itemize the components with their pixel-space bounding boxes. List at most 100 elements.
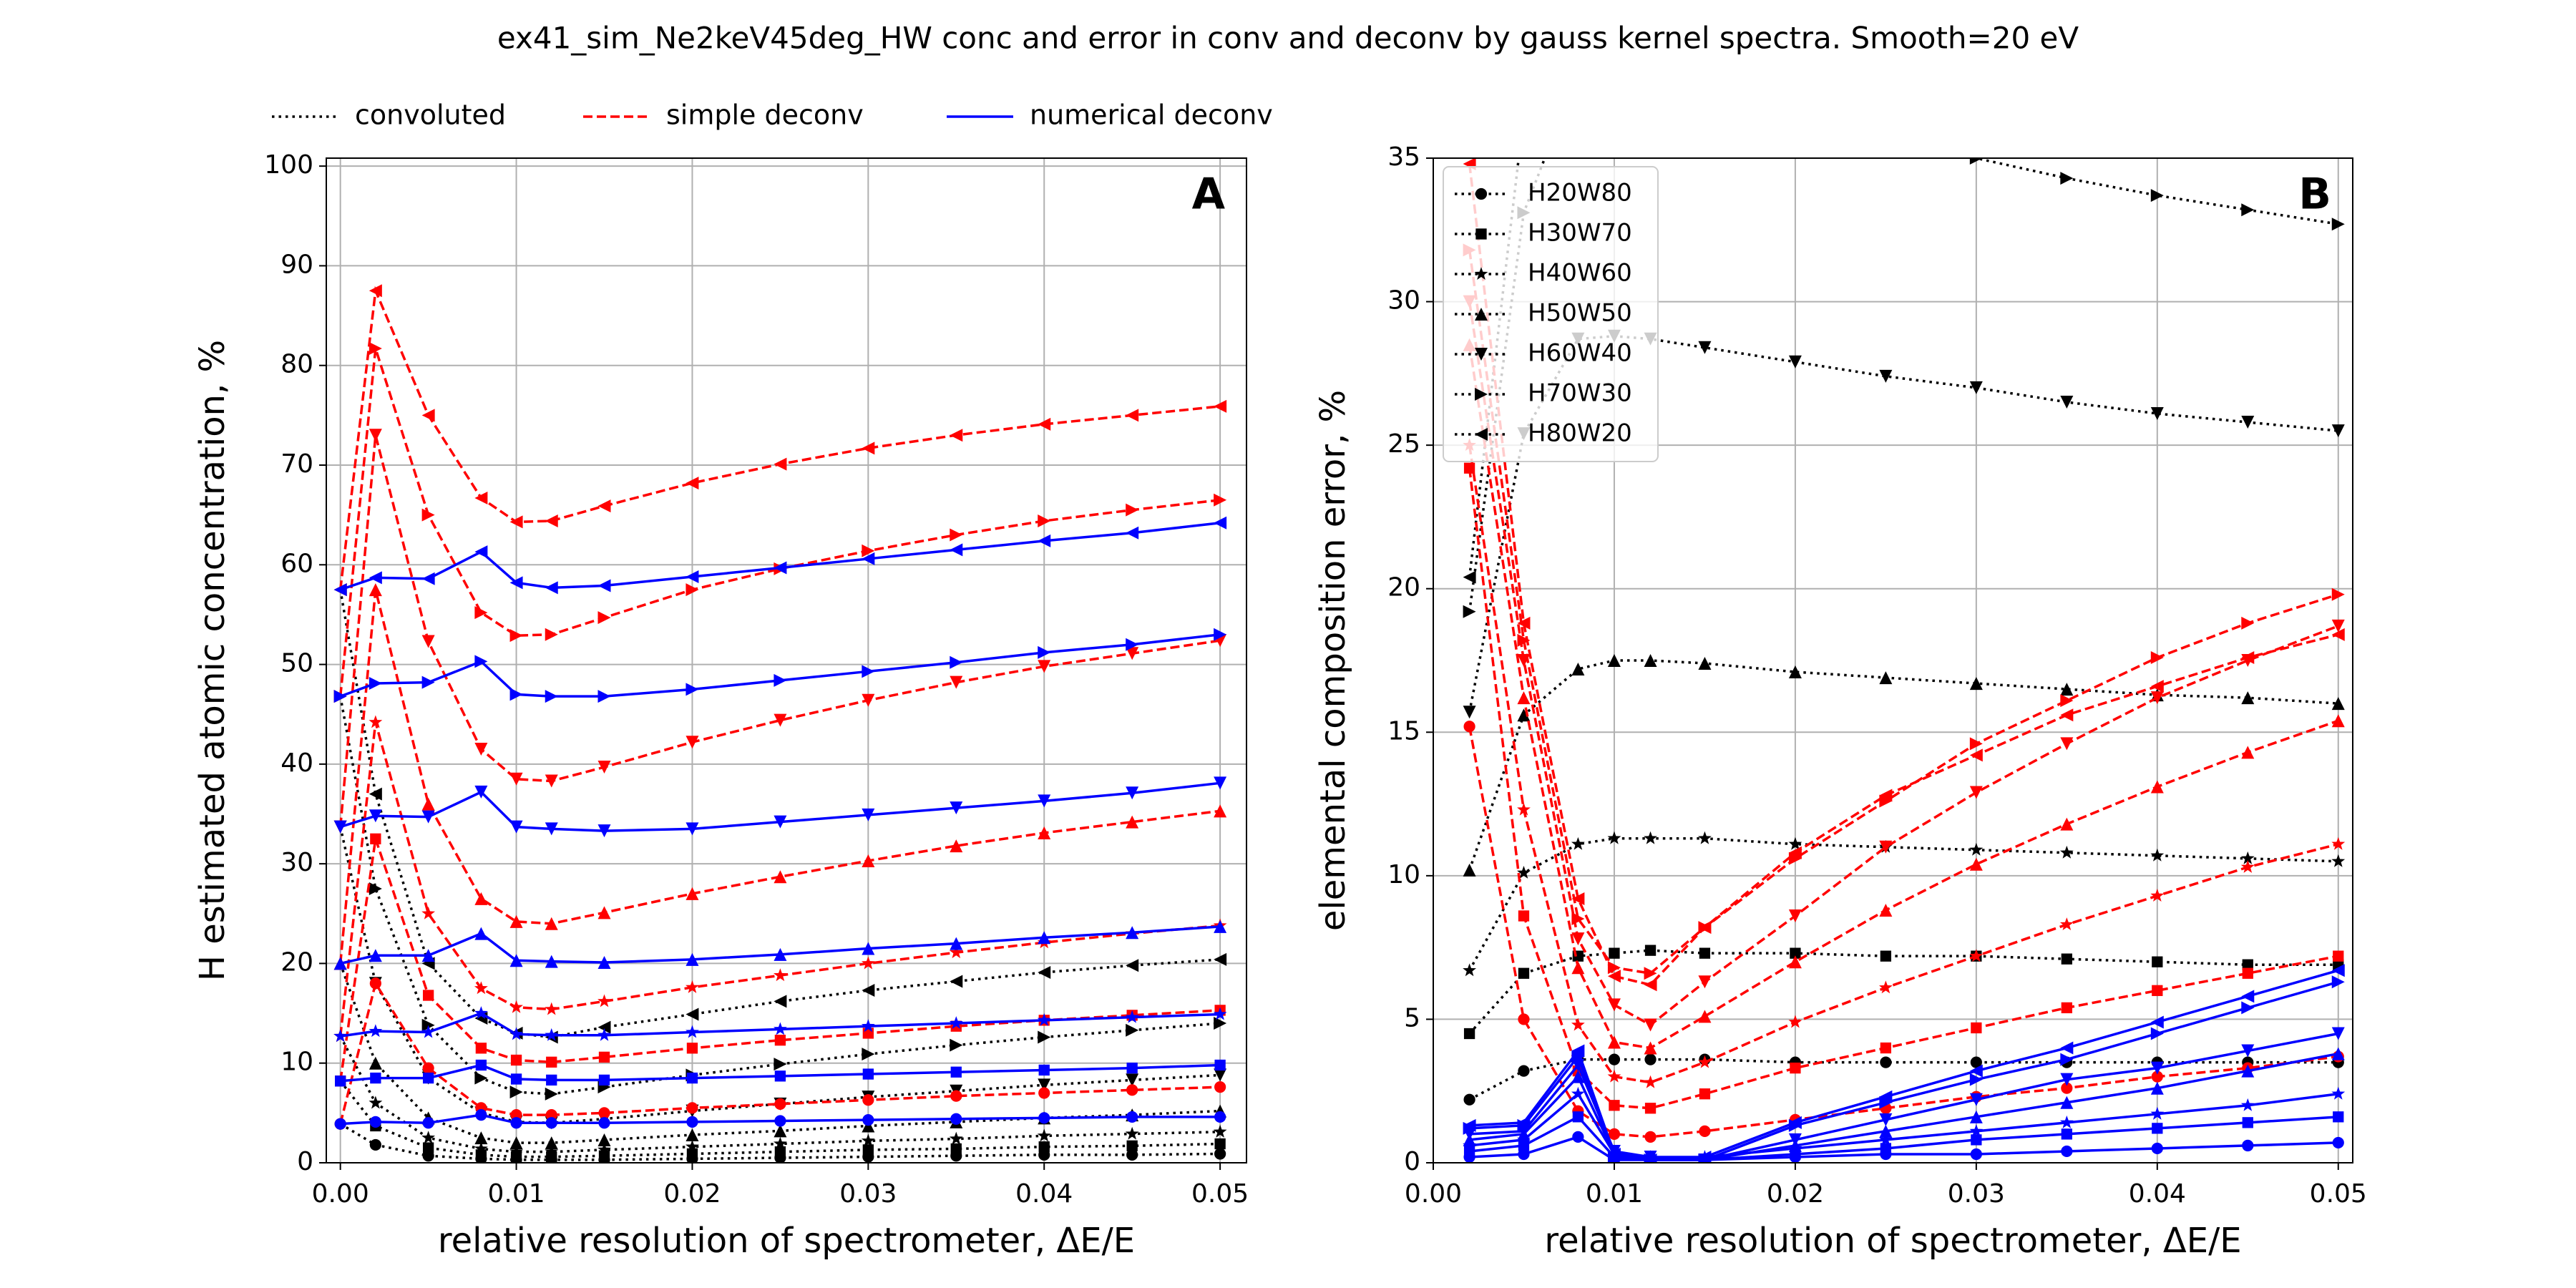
marker bbox=[2241, 990, 2255, 1003]
marker bbox=[1214, 952, 1227, 966]
marker bbox=[862, 544, 875, 557]
marker bbox=[2241, 691, 2255, 705]
x-tick-label: 0.03 bbox=[1948, 1179, 2005, 1209]
marker bbox=[1880, 1056, 1892, 1068]
marker bbox=[369, 1024, 383, 1038]
marker bbox=[1644, 1053, 1657, 1065]
marker bbox=[475, 1059, 487, 1071]
marker bbox=[774, 1098, 786, 1110]
marker bbox=[369, 1138, 381, 1151]
marker bbox=[1608, 1128, 1621, 1140]
marker bbox=[1699, 1125, 1711, 1138]
marker bbox=[1571, 961, 1585, 975]
legend-label: numerical deconv bbox=[1030, 99, 1273, 131]
y-tick-label: 0 bbox=[1404, 1147, 1420, 1176]
marker bbox=[1518, 910, 1530, 922]
marker bbox=[686, 980, 699, 993]
marker bbox=[1788, 1116, 1802, 1129]
marker bbox=[1644, 945, 1657, 956]
marker bbox=[2331, 628, 2345, 641]
legend-marker bbox=[1474, 267, 1488, 280]
legend-marker bbox=[1475, 348, 1488, 361]
marker bbox=[2242, 967, 2253, 979]
marker bbox=[421, 409, 435, 422]
series-line bbox=[338, 980, 1221, 1125]
marker bbox=[1214, 804, 1227, 818]
marker bbox=[2331, 836, 2346, 850]
marker bbox=[1038, 826, 1051, 839]
marker bbox=[333, 820, 347, 834]
marker bbox=[949, 945, 963, 959]
marker bbox=[774, 1124, 787, 1138]
x-axis-label: relative resolution of spectrometer, ΔE/… bbox=[1544, 1221, 2241, 1261]
marker bbox=[862, 1068, 874, 1080]
series-line bbox=[339, 1035, 1221, 1153]
y-tick-label: 30 bbox=[280, 848, 313, 877]
marker bbox=[421, 797, 435, 811]
marker bbox=[1571, 836, 1585, 850]
series-line bbox=[338, 348, 1221, 697]
marker bbox=[509, 1144, 523, 1158]
marker bbox=[774, 1115, 786, 1127]
marker bbox=[369, 1096, 383, 1109]
marker bbox=[2150, 848, 2165, 862]
marker bbox=[2331, 1047, 2345, 1060]
marker bbox=[2152, 956, 2163, 967]
marker bbox=[545, 628, 558, 641]
marker bbox=[1607, 831, 1621, 844]
marker bbox=[773, 968, 787, 982]
marker bbox=[2150, 1106, 2165, 1120]
marker bbox=[369, 949, 382, 962]
marker bbox=[1463, 863, 1476, 877]
marker bbox=[2242, 1139, 2254, 1152]
marker bbox=[334, 1118, 346, 1130]
marker bbox=[1214, 1081, 1226, 1093]
axes-frame bbox=[1433, 157, 2353, 1163]
series-line bbox=[340, 925, 1221, 965]
marker bbox=[545, 1109, 557, 1121]
marker bbox=[950, 1143, 962, 1155]
marker bbox=[1788, 1015, 1802, 1028]
marker bbox=[1037, 1128, 1051, 1142]
marker bbox=[1038, 417, 1051, 431]
marker bbox=[1214, 1017, 1227, 1030]
marker bbox=[1463, 1118, 1476, 1132]
marker bbox=[1609, 1100, 1620, 1111]
marker bbox=[545, 1002, 559, 1015]
marker bbox=[1125, 1010, 1139, 1023]
marker bbox=[1969, 1123, 1984, 1137]
marker bbox=[774, 1058, 787, 1071]
marker bbox=[2331, 975, 2345, 989]
marker bbox=[1969, 1093, 1983, 1106]
marker bbox=[2152, 985, 2163, 996]
series-line bbox=[340, 522, 1221, 591]
marker bbox=[597, 994, 611, 1008]
marker bbox=[950, 675, 963, 689]
marker bbox=[950, 975, 963, 988]
marker bbox=[1644, 1153, 1657, 1163]
x-tick-label: 0.04 bbox=[2129, 1179, 2186, 1209]
marker bbox=[422, 990, 434, 1001]
marker bbox=[2241, 1064, 2255, 1078]
legend-marker bbox=[1475, 428, 1488, 441]
marker bbox=[1970, 1056, 1982, 1068]
marker bbox=[774, 1035, 786, 1046]
marker bbox=[1644, 967, 1657, 980]
marker bbox=[1879, 1096, 1893, 1109]
marker bbox=[474, 655, 488, 668]
marker bbox=[2150, 780, 2164, 794]
x-tick-label: 0.02 bbox=[1767, 1179, 1824, 1209]
marker bbox=[1038, 660, 1051, 673]
marker bbox=[1463, 721, 1475, 733]
marker bbox=[1214, 776, 1227, 790]
marker bbox=[510, 1054, 522, 1066]
marker bbox=[1126, 638, 1139, 651]
x-tick-label: 0.00 bbox=[1405, 1179, 1462, 1209]
marker bbox=[1126, 1023, 1139, 1037]
y-tick-label: 60 bbox=[280, 549, 313, 578]
marker bbox=[422, 1142, 434, 1153]
x-tick-label: 0.05 bbox=[2310, 1179, 2367, 1209]
marker bbox=[774, 870, 787, 884]
y-tick-label: 0 bbox=[297, 1147, 313, 1176]
marker bbox=[2331, 714, 2345, 728]
